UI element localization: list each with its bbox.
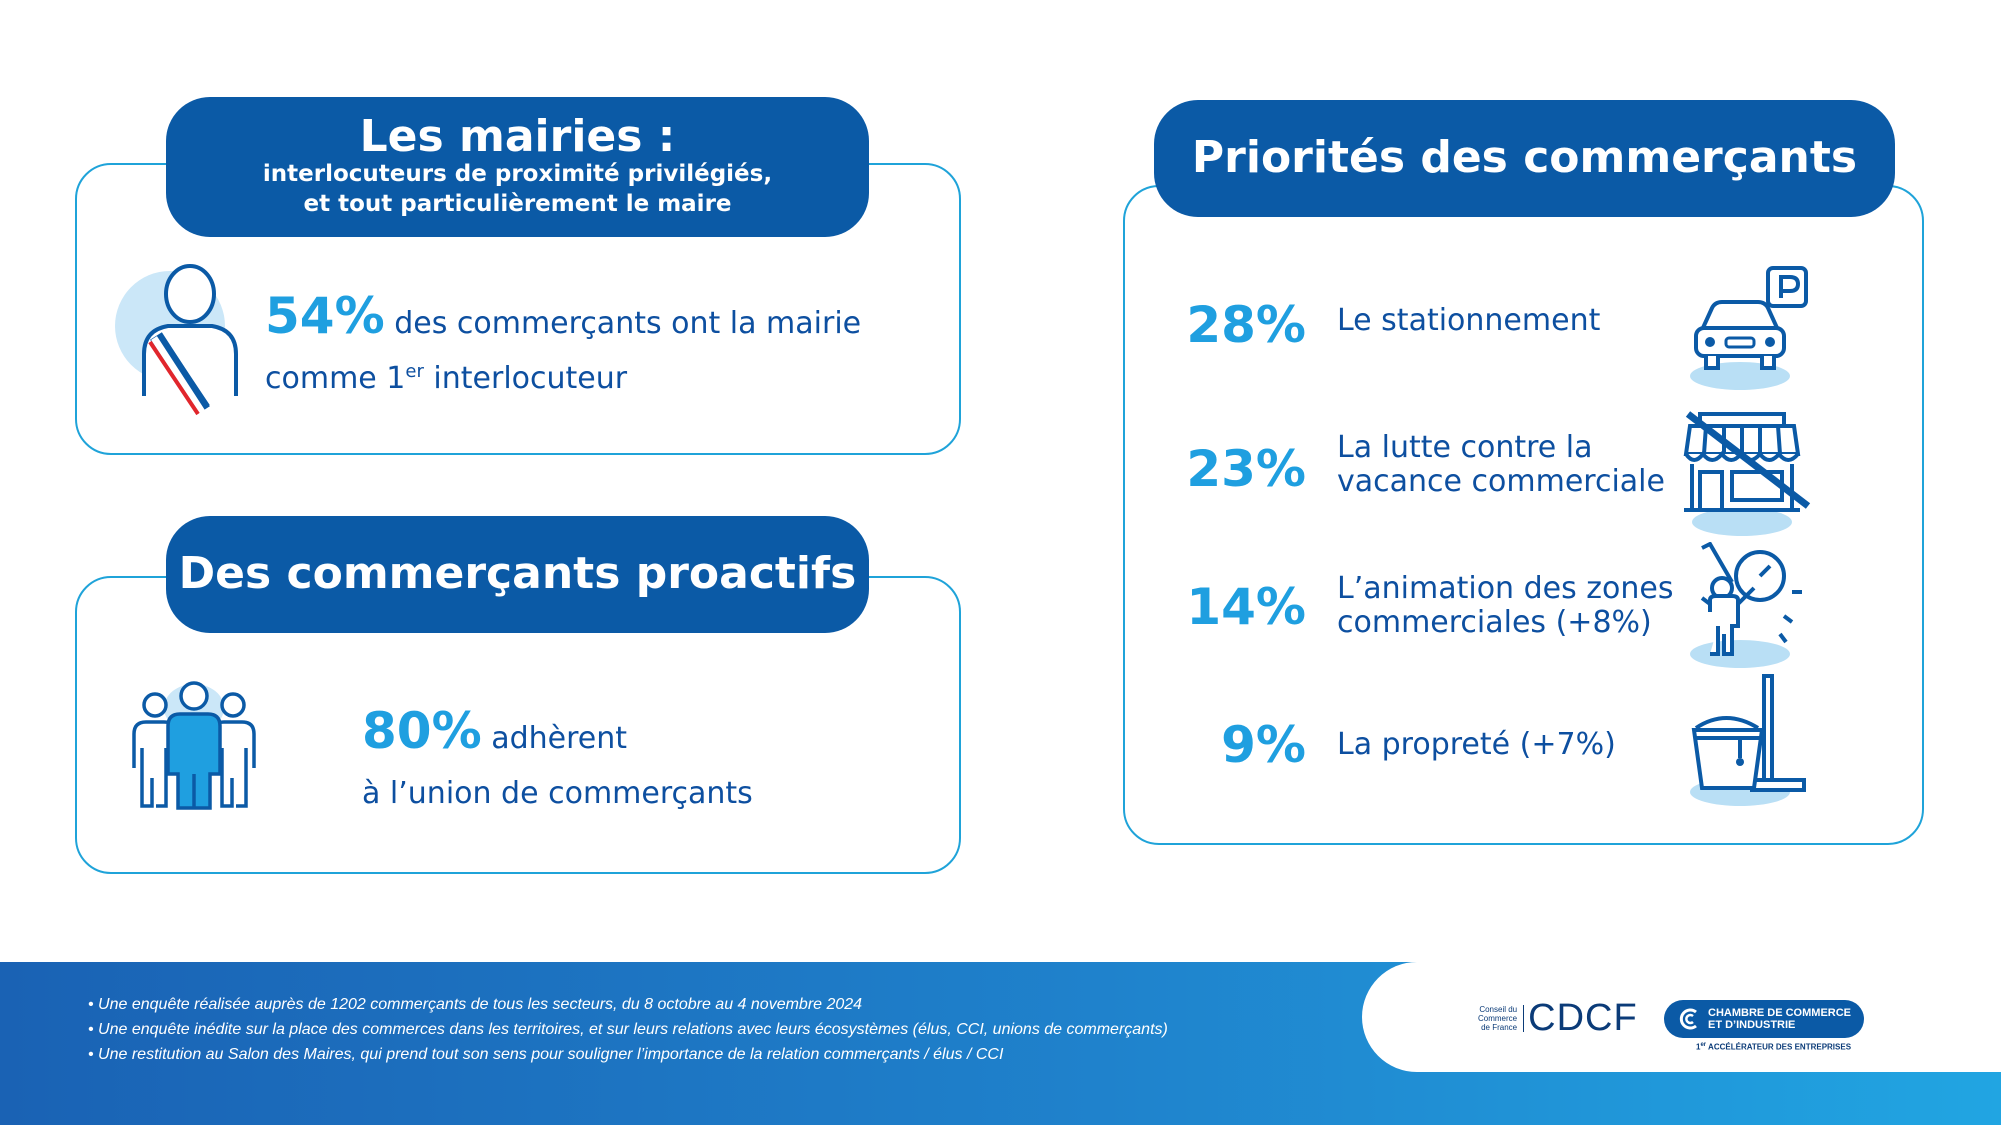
priority-label-2: La lutte contre la vacance commerciale: [1337, 431, 1665, 498]
priority-percent-2: 23%: [1186, 440, 1306, 498]
cci-tagline: 1er ACCÉLÉRATEUR DES ENTREPRISES: [1696, 1042, 1851, 1052]
priority-label-4-line1: La propreté (+7%): [1337, 727, 1616, 762]
mairies-title-pill: Les mairies : interlocuteurs de proximit…: [166, 97, 869, 237]
cci-tagline-sup: er: [1700, 1042, 1707, 1048]
priorites-title-pill: Priorités des commerçants: [1154, 100, 1895, 217]
mairies-subtitle-line1: interlocuteurs de proximité privilégiés,: [262, 161, 773, 188]
priority-percent-3: 14%: [1186, 578, 1306, 636]
mairies-text-part1: des commerçants ont la mairie: [384, 306, 862, 341]
mairies-title: Les mairies :: [359, 111, 676, 163]
cdcf-logo-letters: CDCF: [1528, 996, 1638, 1039]
proactifs-text-part1: adhèrent: [481, 721, 628, 756]
priority-label-3: L’animation des zones commerciales (+8%): [1337, 572, 1673, 639]
priority-percent-4: 9%: [1221, 716, 1306, 774]
footer-note-1: • Une enquête réalisée auprès de 1202 co…: [88, 996, 863, 1013]
mairies-stat: 54% des commerçants ont la mairie comme …: [265, 278, 861, 402]
bucket-mop-icon: [1690, 674, 1806, 806]
cci-tagline-text: ACCÉLÉRATEUR DES ENTREPRISES: [1706, 1042, 1852, 1052]
mayor-sash-icon: [115, 264, 238, 416]
proactifs-percent: 80%: [362, 702, 482, 760]
priority-label-1-line1: Le stationnement: [1337, 303, 1601, 338]
cci-tagline-num: 1: [1696, 1042, 1701, 1052]
priority-label-3-line2: commerciales (+8%): [1337, 604, 1652, 640]
footer-note-2: • Une enquête inédite sur la place des c…: [88, 1021, 1168, 1038]
priority-percent-1: 28%: [1186, 296, 1306, 354]
cci-logo: CHAMBRE DE COMMERCE ET D’INDUSTRIE: [1664, 1000, 1864, 1038]
mairies-percent: 54%: [265, 287, 385, 345]
priority-label-1: Le stationnement: [1337, 304, 1600, 338]
closed-shop-icon: [1683, 411, 1811, 536]
group-people-icon: [132, 681, 256, 810]
cdcf-small-line3: de France: [1481, 1022, 1518, 1032]
cdcf-logo: Conseil du Commerce de France CDCF: [1478, 997, 1638, 1039]
priority-label-2-line1: La lutte contre la: [1337, 430, 1593, 465]
priority-label-3-line1: L’animation des zones: [1337, 571, 1674, 606]
proactifs-title: Des commerçants proactifs: [178, 548, 857, 600]
parking-car-icon: [1690, 266, 1808, 390]
proactifs-title-pill: Des commerçants proactifs: [166, 516, 869, 633]
mairies-text-part2: comme 1: [265, 360, 406, 396]
priority-label-4: La propreté (+7%): [1337, 728, 1616, 762]
cci-line1: CHAMBRE DE COMMERCE: [1708, 1007, 1851, 1019]
cci-logo-mark-icon: [1679, 1008, 1697, 1030]
priority-label-2-line2: vacance commerciale: [1337, 463, 1665, 499]
footer-note-3: • Une restitution au Salon des Maires, q…: [88, 1046, 1004, 1063]
cdcf-logo-small-text: Conseil du Commerce de France: [1478, 1004, 1525, 1032]
cdcf-small-line1: Conseil du: [1479, 1004, 1518, 1014]
mairies-text-part3: interlocuteur: [423, 360, 628, 396]
proactifs-stat: 80% adhèrent à l’union de commerçants: [362, 693, 753, 817]
priorites-title: Priorités des commerçants: [1191, 132, 1858, 184]
proactifs-text-part2: à l’union de commerçants: [362, 775, 753, 811]
mairies-superscript: er: [405, 360, 424, 382]
cdcf-small-line2: Commerce: [1478, 1013, 1518, 1023]
mairies-subtitle-line2: et tout particulièrement le maire: [303, 191, 732, 218]
painter-icon: [1690, 542, 1802, 668]
footer-notes: • Une enquête réalisée auprès de 1202 co…: [88, 992, 1168, 1067]
cci-line2: ET D’INDUSTRIE: [1708, 1019, 1796, 1031]
